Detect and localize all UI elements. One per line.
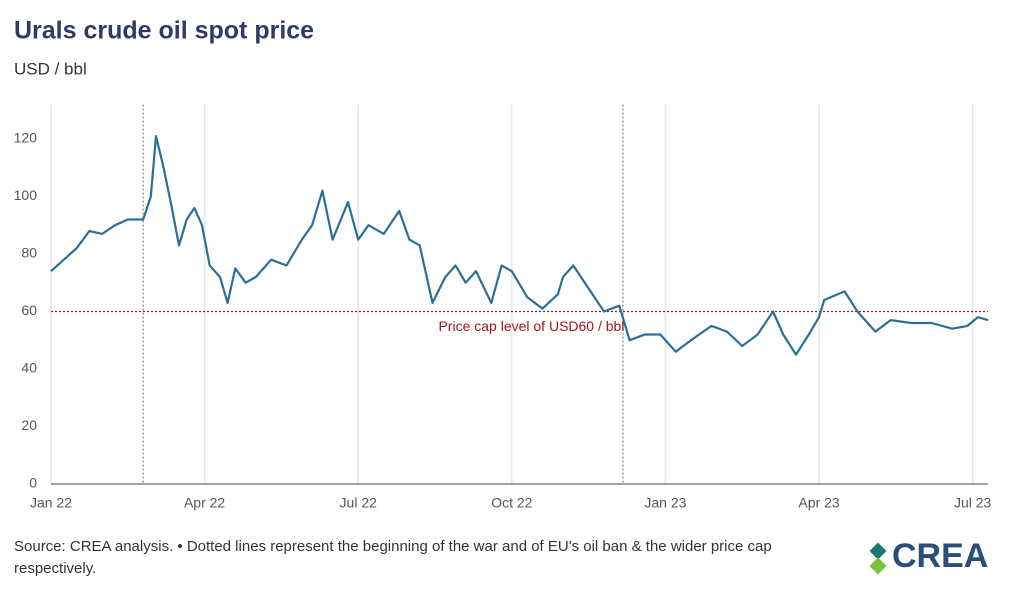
logo: CREA [869, 537, 988, 575]
y-tick-label: 100 [14, 187, 38, 203]
y-tick-label: 20 [21, 417, 37, 433]
series-line [50, 135, 989, 356]
x-tick-label: Oct 22 [491, 495, 532, 511]
logo-icon [869, 542, 887, 560]
source: Source: CREA analysis. • Dotted lines re… [14, 538, 772, 577]
chart-subtitle: USD / bbl [14, 59, 87, 78]
chart-title: Urals crude oil spot price [14, 17, 314, 45]
y-tick-label: 120 [14, 130, 38, 146]
y-tick-label: 40 [21, 360, 37, 376]
reference-label: Price cap level of USD60 / bbl [438, 318, 624, 334]
x-tick-label: Jul 23 [954, 495, 992, 511]
x-tick-label: Jan 22 [30, 495, 72, 511]
y-tick-label: 80 [21, 245, 37, 261]
source-box: Source: CREA analysis. • Dotted lines re… [14, 538, 772, 577]
y-tick-label: 0 [29, 475, 37, 491]
logo-icon [869, 557, 887, 575]
y-tick-label: 60 [21, 302, 37, 318]
logo-text: CREA [892, 537, 988, 575]
x-tick-label: Jul 22 [340, 495, 378, 511]
x-tick-label: Apr 22 [184, 495, 225, 511]
x-tick-label: Jan 23 [644, 495, 686, 511]
x-tick-label: Apr 23 [798, 495, 839, 511]
